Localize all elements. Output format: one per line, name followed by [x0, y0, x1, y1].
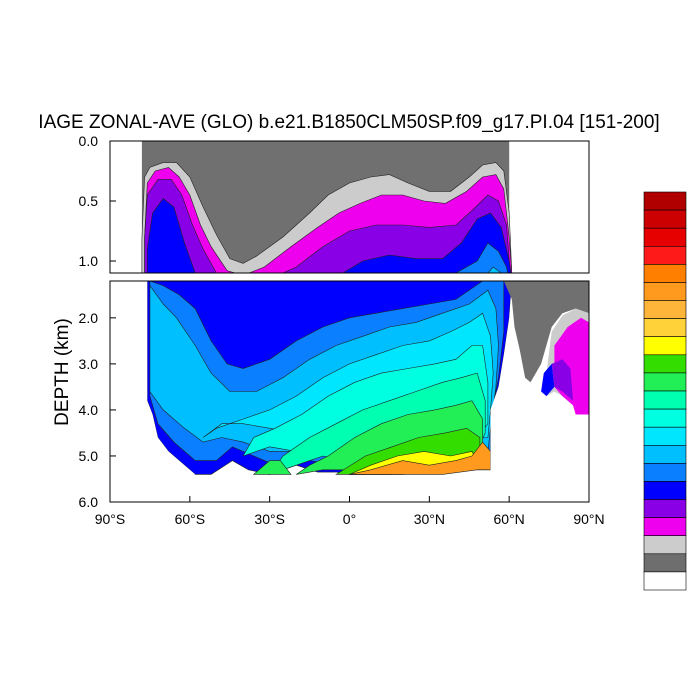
colorbar-swatch [643, 336, 687, 356]
colorbar-swatch [643, 571, 687, 591]
top-panel-frame [109, 140, 590, 274]
colorbar-swatch [643, 282, 687, 301]
colorbar-swatch [643, 535, 687, 555]
colorbar-swatch [643, 227, 687, 247]
colorbar [643, 191, 687, 591]
colorbar-swatch [643, 372, 687, 392]
colorbar-swatch [643, 209, 687, 229]
band-mid-blue [157, 242, 509, 273]
y-tick-label-top: 1.0 [79, 253, 99, 269]
y-tick-label-bottom: 4.0 [79, 402, 99, 418]
y-tick-label-bottom: 6.0 [79, 494, 99, 510]
band-purple [144, 179, 512, 273]
bottom-panel [109, 280, 590, 503]
colorbar-swatch [643, 264, 687, 283]
top-no-data-north [509, 141, 589, 273]
x-tick-label: 90°S [95, 511, 126, 527]
colorbar-swatch [643, 300, 687, 319]
bottom-band-orange [349, 441, 491, 475]
y-axis-label: DEPTH (km) [52, 318, 73, 426]
x-tick-label: 60°S [175, 511, 206, 527]
x-tick-label: 30°N [414, 511, 445, 527]
band-sky [487, 266, 502, 273]
bottom-arctic-land [503, 281, 589, 383]
y-tick-label-bottom: 3.0 [79, 356, 99, 372]
bottom-arctic-blue [541, 363, 555, 397]
top-panel [109, 140, 590, 274]
colorbar-swatch [643, 463, 687, 482]
x-tick-label: 0° [343, 511, 356, 527]
y-tick-label-top: 0.5 [79, 193, 99, 209]
colorbar-swatch [643, 499, 687, 518]
colorbar-swatch [643, 318, 687, 338]
x-tick-label: 60°N [494, 511, 525, 527]
colorbar-swatch [643, 191, 687, 211]
colorbar-swatch [643, 408, 687, 428]
colorbar-swatch [643, 481, 687, 500]
colorbar-swatch [643, 390, 687, 410]
axis-ticks: 90°S 60°S 30°S 0° 30°N 60°N 90°N 0.0 0.5 1.0 2.0 3.… [79, 133, 605, 527]
bottom-no-data-south [110, 281, 196, 475]
y-tick-label-bottom: 5.0 [79, 448, 99, 464]
colorbar-swatch [643, 444, 687, 464]
bottom-arctic-purple [551, 359, 573, 401]
x-tick-label: 90°N [573, 511, 604, 527]
chart-title: IAGE ZONAL-AVE (GLO) b.e21.B1850CLM50SP.… [38, 112, 659, 133]
top-no-data-south [110, 141, 142, 273]
x-tick-label: 30°S [254, 511, 285, 527]
bottom-blob-green [252, 460, 292, 475]
colorbar-swatch [643, 246, 687, 265]
colorbar-swatch [643, 553, 687, 573]
y-tick-label-top: 0.0 [79, 133, 99, 149]
y-tick-label-bottom: 2.0 [79, 310, 99, 326]
colorbar-swatch [643, 517, 687, 536]
colorbar-swatch [643, 354, 687, 374]
colorbar-swatch [643, 426, 687, 446]
